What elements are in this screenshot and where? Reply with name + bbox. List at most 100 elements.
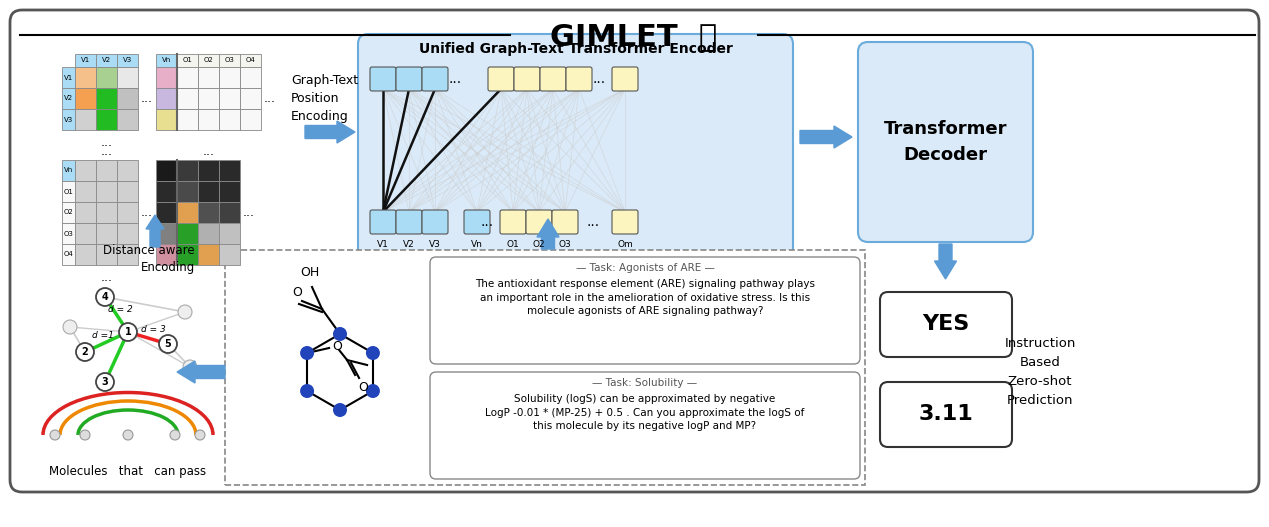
- FancyBboxPatch shape: [358, 34, 793, 262]
- Bar: [198, 67, 220, 88]
- Bar: [75, 160, 96, 181]
- Bar: [198, 88, 220, 109]
- Bar: [198, 244, 220, 265]
- FancyArrow shape: [176, 361, 225, 383]
- Circle shape: [80, 430, 90, 440]
- Text: Vn: Vn: [162, 57, 171, 63]
- Text: O: O: [332, 339, 341, 353]
- Text: d = 2: d = 2: [108, 305, 132, 314]
- Text: V2: V2: [63, 95, 74, 102]
- Bar: [96, 244, 117, 265]
- Bar: [117, 244, 138, 265]
- Text: V3: V3: [123, 57, 132, 63]
- Circle shape: [76, 343, 94, 361]
- FancyBboxPatch shape: [489, 67, 514, 91]
- FancyBboxPatch shape: [552, 210, 577, 234]
- Bar: [156, 244, 176, 265]
- Text: 4: 4: [102, 292, 108, 302]
- Text: The antioxidant response element (ARE) signaling pathway plays
an important role: The antioxidant response element (ARE) s…: [475, 279, 815, 316]
- Text: 3: 3: [102, 377, 108, 387]
- Bar: [96, 160, 117, 181]
- Circle shape: [365, 346, 379, 360]
- Bar: [240, 67, 261, 88]
- Bar: [240, 109, 261, 130]
- Bar: [117, 181, 138, 202]
- Bar: [62, 109, 75, 130]
- Bar: [198, 181, 220, 202]
- Circle shape: [299, 384, 315, 398]
- Bar: [62, 160, 75, 181]
- Bar: [198, 109, 220, 130]
- Bar: [198, 54, 220, 67]
- Text: ...: ...: [242, 206, 255, 219]
- Text: ...: ...: [481, 215, 494, 229]
- FancyBboxPatch shape: [464, 210, 490, 234]
- Circle shape: [63, 320, 77, 334]
- FancyBboxPatch shape: [541, 67, 566, 91]
- Bar: [117, 160, 138, 181]
- Text: O3: O3: [63, 230, 74, 237]
- FancyBboxPatch shape: [858, 42, 1033, 242]
- Circle shape: [178, 305, 192, 319]
- Text: — Task: Solubility —: — Task: Solubility —: [593, 378, 698, 388]
- Bar: [156, 54, 176, 67]
- Bar: [198, 202, 220, 223]
- Bar: [96, 88, 117, 109]
- Text: Om: Om: [617, 240, 633, 249]
- Bar: [117, 109, 138, 130]
- Bar: [176, 202, 198, 223]
- Bar: [75, 181, 96, 202]
- FancyBboxPatch shape: [430, 257, 860, 364]
- Bar: [198, 160, 220, 181]
- FancyBboxPatch shape: [612, 67, 638, 91]
- Bar: [176, 109, 198, 130]
- Bar: [240, 54, 261, 67]
- Bar: [156, 223, 176, 244]
- Text: ...: ...: [141, 92, 154, 105]
- Text: 3.11: 3.11: [919, 405, 973, 425]
- Bar: [220, 54, 240, 67]
- Text: YES: YES: [923, 315, 970, 335]
- Bar: [96, 181, 117, 202]
- Text: ...: ...: [141, 206, 154, 219]
- Bar: [117, 223, 138, 244]
- Text: Graph-Text
Position
Encoding: Graph-Text Position Encoding: [291, 74, 358, 123]
- Bar: [117, 202, 138, 223]
- Bar: [240, 88, 261, 109]
- Bar: [156, 67, 176, 88]
- Text: O1: O1: [183, 57, 193, 63]
- Text: ...: ...: [264, 92, 275, 105]
- Circle shape: [183, 360, 197, 374]
- Text: O1: O1: [506, 240, 519, 249]
- Text: Unified Graph-Text Transformer Encoder: Unified Graph-Text Transformer Encoder: [419, 42, 732, 56]
- Text: O: O: [292, 286, 302, 299]
- Text: V3: V3: [63, 116, 74, 122]
- Circle shape: [332, 327, 346, 341]
- Text: V2: V2: [404, 240, 415, 249]
- Text: O1: O1: [63, 189, 74, 194]
- Bar: [117, 67, 138, 88]
- FancyArrow shape: [799, 126, 851, 148]
- Bar: [62, 88, 75, 109]
- Text: O: O: [358, 381, 368, 394]
- Bar: [156, 202, 176, 223]
- FancyArrow shape: [537, 219, 560, 249]
- FancyBboxPatch shape: [423, 210, 448, 234]
- Bar: [220, 202, 240, 223]
- Circle shape: [96, 288, 114, 306]
- FancyArrow shape: [146, 215, 164, 247]
- Bar: [220, 109, 240, 130]
- Text: V1: V1: [377, 240, 388, 249]
- Bar: [75, 54, 96, 67]
- Text: Molecules   that   can pass: Molecules that can pass: [49, 465, 207, 479]
- Circle shape: [299, 346, 315, 360]
- Text: V1: V1: [81, 57, 90, 63]
- Text: 1: 1: [124, 327, 132, 337]
- Bar: [96, 54, 117, 67]
- FancyBboxPatch shape: [525, 210, 552, 234]
- FancyBboxPatch shape: [371, 210, 396, 234]
- FancyBboxPatch shape: [396, 67, 423, 91]
- Text: Solubility (logS) can be approximated by negative
LogP -0.01 * (MP-25) + 0.5 . C: Solubility (logS) can be approximated by…: [485, 394, 805, 431]
- Circle shape: [332, 403, 346, 417]
- Text: ...: ...: [203, 145, 214, 158]
